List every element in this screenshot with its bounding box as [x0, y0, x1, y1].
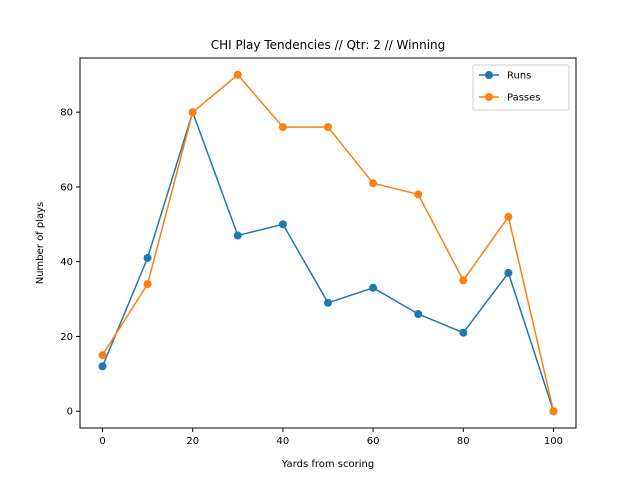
- data-point-passes: [233, 70, 242, 79]
- x-tick-label: 100: [544, 436, 563, 447]
- data-point-passes: [278, 123, 287, 132]
- legend: Runs Passes: [472, 64, 570, 111]
- data-point-passes: [98, 351, 107, 360]
- y-tick-label: 0: [67, 407, 73, 418]
- data-point-passes: [369, 179, 378, 188]
- legend-marker-passes: [485, 93, 493, 101]
- x-tick-label: 80: [457, 436, 470, 447]
- data-point-passes: [414, 190, 423, 199]
- data-point-passes: [459, 276, 468, 285]
- data-point-runs: [233, 231, 242, 240]
- data-point-runs: [369, 283, 378, 292]
- data-point-runs: [504, 268, 513, 277]
- data-point-passes: [324, 123, 332, 132]
- data-point-passes: [188, 108, 197, 117]
- data-point-runs: [459, 328, 468, 337]
- x-tick-label: 40: [277, 436, 290, 447]
- y-tick-label: 40: [60, 257, 73, 268]
- chart-title: CHI Play Tendencies // Qtr: 2 // Winning: [211, 38, 446, 52]
- legend-label-runs: Runs: [507, 71, 531, 82]
- x-tick-label: 0: [99, 436, 105, 447]
- data-point-passes: [504, 212, 513, 221]
- data-point-passes: [143, 280, 152, 289]
- y-tick-label: 80: [60, 108, 73, 119]
- data-point-runs: [414, 310, 423, 318]
- data-point-runs: [98, 362, 107, 371]
- series-layer: [98, 70, 558, 416]
- y-tick-label: 60: [60, 182, 73, 193]
- data-point-runs: [278, 220, 287, 229]
- y-tick-label: 20: [60, 332, 73, 343]
- data-point-runs: [143, 253, 152, 262]
- x-tick-label: 60: [367, 436, 380, 447]
- x-axis-label: Yards from scoring: [281, 459, 374, 470]
- legend-frame: [472, 64, 570, 111]
- data-point-runs: [324, 298, 332, 307]
- x-tick-label: 20: [186, 436, 199, 447]
- tick-layer: 0 20 40 60 80 100 0 20 40 60 80: [60, 108, 563, 447]
- y-axis-label: Number of plays: [35, 202, 46, 285]
- plot-frame: [79, 57, 577, 429]
- legend-label-passes: Passes: [507, 93, 541, 104]
- legend-marker-runs: [485, 71, 493, 79]
- data-point-passes: [549, 407, 558, 416]
